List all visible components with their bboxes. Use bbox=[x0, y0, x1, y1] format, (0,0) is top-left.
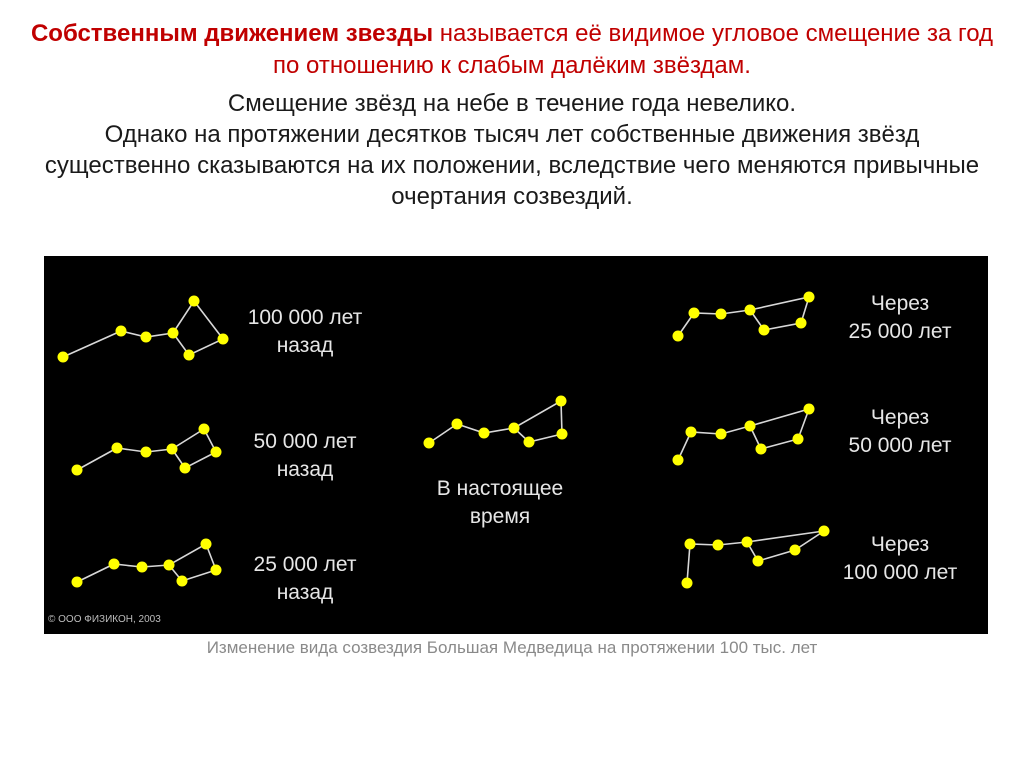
star-marker bbox=[744, 304, 756, 316]
figure-caption: Изменение вида созвездия Большая Медведи… bbox=[206, 638, 818, 657]
star-marker bbox=[423, 437, 435, 449]
star-marker bbox=[795, 317, 807, 329]
star-marker bbox=[752, 555, 764, 567]
constellation-past100 bbox=[57, 295, 229, 363]
star-marker bbox=[508, 422, 520, 434]
star-marker bbox=[163, 559, 175, 571]
constellation-past50 bbox=[71, 423, 222, 476]
star-marker bbox=[140, 331, 152, 343]
paragraph-2: Однако на протяжении десятков тысяч лет … bbox=[44, 121, 980, 210]
constellation-lines bbox=[62, 299, 225, 358]
definition-term: Собственным движением звезды bbox=[30, 20, 434, 47]
star-marker bbox=[136, 561, 148, 573]
star-marker bbox=[684, 538, 696, 550]
star-marker bbox=[166, 443, 178, 455]
star-marker bbox=[198, 423, 210, 435]
constellation-lines bbox=[76, 542, 218, 583]
label-25000-years-ago: 25 000 лет назад bbox=[253, 553, 357, 604]
star-marker bbox=[71, 576, 83, 588]
constellation-figure: 100 000 лет назад 50 000 лет назад 25 00… bbox=[44, 256, 988, 634]
star-marker bbox=[179, 462, 191, 474]
star-marker bbox=[744, 420, 756, 432]
label-after-50000-years: Через 50 000 лет bbox=[848, 406, 952, 457]
label-after-100000-years: Через 100 000 лет bbox=[842, 533, 958, 584]
star-marker bbox=[712, 539, 724, 551]
label-50000-years-ago: 50 000 лет назад bbox=[253, 430, 357, 481]
constellation-future100 bbox=[681, 525, 830, 589]
star-marker bbox=[818, 525, 830, 537]
star-marker bbox=[108, 558, 120, 570]
constellation-future50 bbox=[672, 403, 815, 466]
star-marker bbox=[789, 544, 801, 556]
star-marker bbox=[183, 349, 195, 361]
paragraph-1: Смещение звёзд на небе в течение года не… bbox=[227, 90, 797, 117]
star-marker bbox=[715, 428, 727, 440]
star-marker bbox=[523, 436, 535, 448]
star-marker bbox=[672, 454, 684, 466]
constellation-future25 bbox=[672, 291, 815, 342]
star-marker bbox=[755, 443, 767, 455]
label-present: В настоящее время bbox=[436, 477, 564, 528]
star-marker bbox=[555, 395, 567, 407]
star-marker bbox=[200, 538, 212, 550]
star-marker bbox=[478, 427, 490, 439]
definition-text: Собственным движением звезды называется … bbox=[20, 18, 1004, 82]
star-marker bbox=[71, 464, 83, 476]
star-marker bbox=[556, 428, 568, 440]
star-marker bbox=[672, 330, 684, 342]
star-marker bbox=[210, 564, 222, 576]
star-marker bbox=[217, 333, 229, 345]
star-marker bbox=[451, 418, 463, 430]
star-marker bbox=[115, 325, 127, 337]
star-marker bbox=[140, 446, 152, 458]
constellation-past25 bbox=[71, 538, 222, 588]
constellation-lines bbox=[677, 407, 811, 461]
star-marker bbox=[176, 575, 188, 587]
star-marker bbox=[803, 291, 815, 303]
star-marker bbox=[688, 307, 700, 319]
star-marker bbox=[792, 433, 804, 445]
star-marker bbox=[685, 426, 697, 438]
star-marker bbox=[803, 403, 815, 415]
constellation-now bbox=[423, 395, 568, 449]
explanation-text: Смещение звёзд на небе в течение года не… bbox=[40, 88, 984, 212]
copyright-note: © ООО ФИЗИКОН, 2003 bbox=[48, 614, 161, 625]
star-marker bbox=[681, 577, 693, 589]
star-marker bbox=[715, 308, 727, 320]
star-marker bbox=[111, 442, 123, 454]
star-marker bbox=[167, 327, 179, 339]
definition-rest: называется её видимое угловое смещение з… bbox=[273, 20, 994, 79]
label-after-25000-years: Через 25 000 лет bbox=[848, 292, 952, 343]
star-marker bbox=[210, 446, 222, 458]
star-marker bbox=[741, 536, 753, 548]
constellation-lines bbox=[428, 399, 563, 444]
star-marker bbox=[188, 295, 200, 307]
star-marker bbox=[758, 324, 770, 336]
star-marker bbox=[57, 351, 69, 363]
constellation-diagram bbox=[57, 291, 830, 589]
label-100000-years-ago: 100 000 лет назад bbox=[247, 306, 363, 357]
